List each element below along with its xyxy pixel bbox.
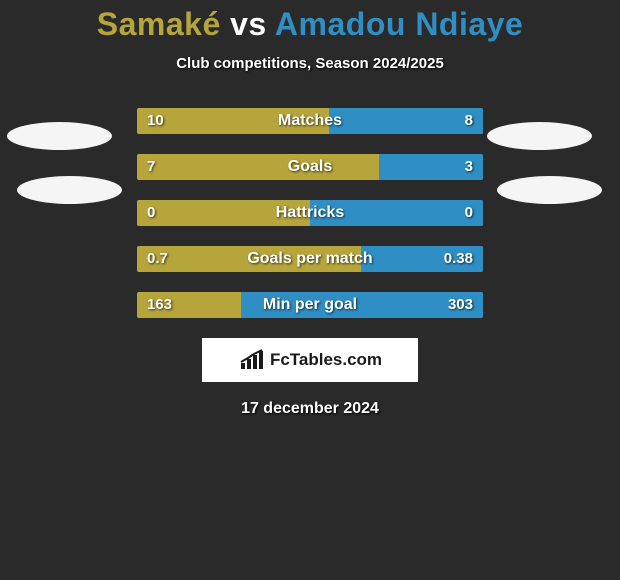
brand-text: FcTables.com — [270, 350, 382, 370]
avatar-placeholder — [7, 122, 112, 150]
stat-label: Goals — [137, 154, 483, 180]
brand-badge[interactable]: FcTables.com — [202, 338, 418, 382]
stat-row: Goals7 3 — [137, 154, 483, 180]
stat-value-right: 3 — [465, 154, 473, 180]
player1-name: Samaké — [97, 6, 221, 42]
stat-value-right: 0 — [465, 200, 473, 226]
stat-value-left: 0.7 — [147, 246, 168, 272]
stat-value-right: 0.38 — [444, 246, 473, 272]
stat-label: Hattricks — [137, 200, 483, 226]
stat-value-right: 8 — [465, 108, 473, 134]
avatar-placeholder — [497, 176, 602, 204]
stat-row: Matches10 8 — [137, 108, 483, 134]
player2-name: Amadou Ndiaye — [275, 6, 523, 42]
stat-value-left: 163 — [147, 292, 172, 318]
stat-row: Goals per match0.7 0.38 — [137, 246, 483, 272]
comparison-card: Samaké vs Amadou Ndiaye Club competition… — [0, 0, 620, 580]
page-title: Samaké vs Amadou Ndiaye — [0, 0, 620, 43]
subtitle: Club competitions, Season 2024/2025 — [0, 55, 620, 72]
stat-row: Min per goal163 303 — [137, 292, 483, 318]
stat-value-right: 303 — [448, 292, 473, 318]
stat-value-left: 7 — [147, 154, 155, 180]
stat-row: Hattricks0 0 — [137, 200, 483, 226]
bar-chart-icon — [238, 349, 266, 371]
avatar-placeholder — [487, 122, 592, 150]
stat-label: Goals per match — [137, 246, 483, 272]
date-text: 17 december 2024 — [0, 400, 620, 418]
stat-value-left: 10 — [147, 108, 164, 134]
stat-label: Matches — [137, 108, 483, 134]
vs-text: vs — [221, 6, 275, 42]
stat-value-left: 0 — [147, 200, 155, 226]
stat-label: Min per goal — [137, 292, 483, 318]
stats-panel: Matches10 8 Goals7 3 Hattricks0 0 Goals per ma… — [137, 108, 483, 318]
avatar-placeholder — [17, 176, 122, 204]
